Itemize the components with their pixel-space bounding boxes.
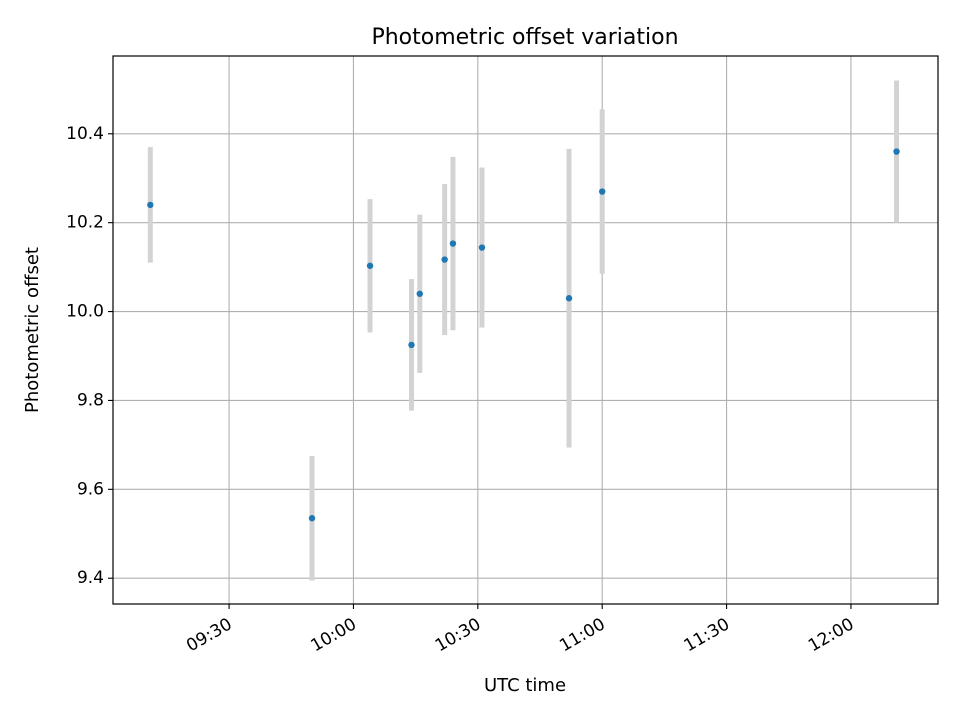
data-point <box>147 201 154 209</box>
y-tick-label: 9.4 <box>77 568 104 588</box>
data-point <box>408 341 415 349</box>
y-tick-label: 9.8 <box>77 390 104 410</box>
y-tick-label: 10.2 <box>66 213 104 233</box>
chart-title: Photometric offset variation <box>371 25 678 50</box>
data-point <box>366 262 374 269</box>
data-point <box>308 515 316 522</box>
data-point <box>565 295 573 302</box>
x-tick-label: 10:00 <box>308 614 360 656</box>
y-axis-ticks: 9.4 9.6 9.8 10.0 10.2 10.4 <box>66 124 113 588</box>
plot-area-frame <box>112 55 939 605</box>
data-point <box>449 240 457 247</box>
x-axis-ticks: 09:30 10:00 10:30 11:00 11:30 12:00 <box>183 604 857 656</box>
y-axis-label: Photometric offset <box>22 247 43 413</box>
data-point <box>598 188 606 195</box>
error-bars <box>147 80 900 581</box>
x-tick-label: 09:30 <box>183 614 235 656</box>
x-axis-label: UTC time <box>484 675 566 696</box>
x-tick-label: 11:00 <box>556 614 608 656</box>
y-tick-label: 10.0 <box>66 302 104 322</box>
x-tick-label: 10:30 <box>432 614 484 656</box>
grid <box>113 56 938 604</box>
data-point <box>441 256 448 263</box>
data-point <box>478 244 486 251</box>
x-tick-label: 11:30 <box>681 614 733 656</box>
data-point <box>893 148 900 155</box>
data-point <box>416 290 423 297</box>
y-tick-label: 10.4 <box>66 124 104 144</box>
data-points <box>147 148 900 522</box>
y-tick-label: 9.6 <box>77 479 104 499</box>
x-tick-label: 12:00 <box>805 614 857 656</box>
